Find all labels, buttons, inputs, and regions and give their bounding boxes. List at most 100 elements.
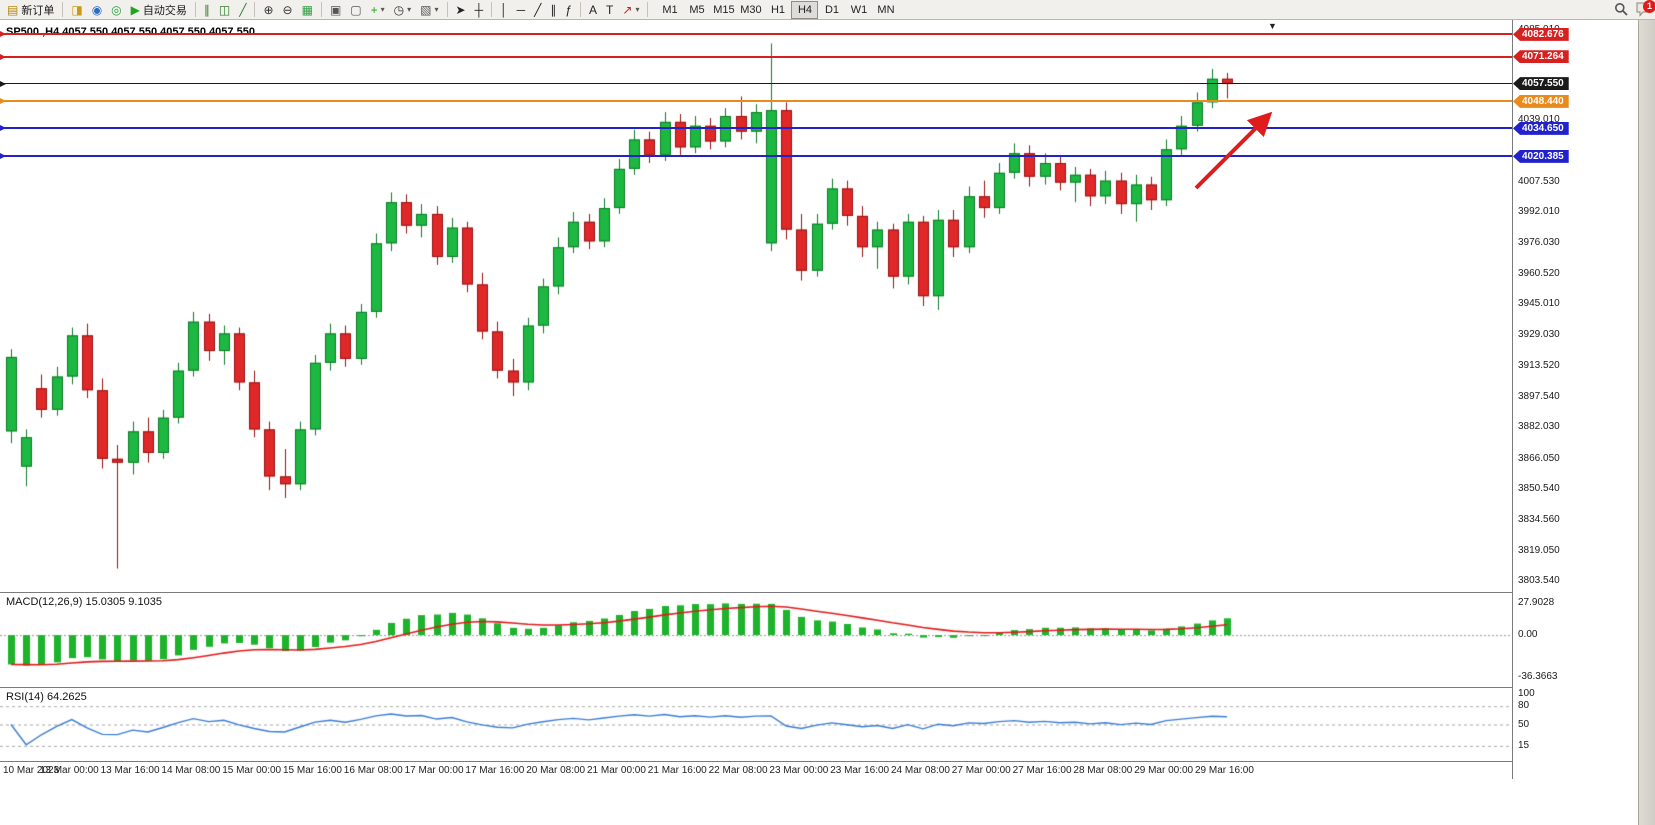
clock-icon: ◷: [393, 2, 405, 17]
notifications-button[interactable]: 1: [1635, 0, 1655, 19]
vertical-line-icon: │: [500, 2, 508, 17]
grid-icon: ▦: [301, 2, 313, 17]
time-axis-label: 13 Mar 00:00: [39, 765, 99, 776]
order-form-icon: ▤: [7, 2, 19, 17]
channel-button[interactable]: ∥: [546, 1, 560, 19]
price-axis[interactable]: 4082.676 4071.264 4057.550 4048.440 4034.650…: [1512, 20, 1639, 779]
zoom-out-button[interactable]: ⊖: [279, 1, 297, 19]
cascade-windows-icon: ▢: [350, 2, 362, 17]
line-chart-button[interactable]: ╱: [235, 1, 250, 19]
cursor-button[interactable]: ➤: [452, 1, 470, 19]
timeframe-h4-button[interactable]: H4: [791, 0, 819, 19]
search-button[interactable]: [1613, 1, 1629, 19]
autotrading-button[interactable]: ▶ 自动交易: [127, 1, 191, 19]
price-tick-label: 3929.030: [1518, 329, 1560, 341]
horizontal-line[interactable]: [0, 31, 1512, 38]
current-price-line[interactable]: [0, 81, 1512, 88]
toolbar-right: 1: [1613, 0, 1655, 19]
timeframe-w1-button[interactable]: W1: [845, 1, 872, 19]
chart-shift-marker-icon[interactable]: ▼: [1268, 21, 1277, 31]
navigator-button[interactable]: ◉: [88, 1, 106, 19]
time-axis-label: 21 Mar 00:00: [587, 765, 646, 776]
timeframe-m30-button[interactable]: M30: [737, 1, 764, 19]
button-label: 新订单: [21, 4, 55, 17]
new-order-button[interactable]: ▤ 新订单: [3, 1, 58, 19]
horizontal-line-icon: ─: [516, 2, 526, 17]
time-axis-label: 28 Mar 08:00: [1073, 765, 1133, 776]
time-axis-label: 22 Mar 08:00: [708, 765, 768, 776]
cursor-icon: ➤: [455, 2, 466, 17]
signals-button[interactable]: ◎: [107, 1, 125, 19]
time-axis-label: 23 Mar 00:00: [769, 765, 829, 776]
tile-windows-button[interactable]: ▣: [326, 1, 345, 19]
toolbar-separator: [254, 2, 256, 17]
toolbar-separator: [647, 2, 649, 17]
macd-indicator-canvas[interactable]: [0, 593, 1512, 687]
horizontal-line[interactable]: [0, 53, 1512, 60]
cascade-windows-button[interactable]: ▢: [346, 1, 365, 19]
navigator-icon: ◉: [91, 2, 103, 17]
bar-chart-button[interactable]: ∥: [200, 1, 214, 19]
time-axis-label: 14 Mar 08:00: [161, 765, 221, 776]
text-button[interactable]: A: [585, 1, 601, 19]
price-tick-label: 3882.030: [1518, 421, 1560, 433]
horizontal-line[interactable]: [0, 98, 1512, 105]
crosshair-button[interactable]: ┼: [471, 1, 488, 19]
price-tick-label: 3913.520: [1518, 359, 1560, 371]
indicators-button[interactable]: + ▾: [367, 1, 389, 19]
macd-axis-label: 27.9028: [1518, 597, 1555, 608]
candlestick-button[interactable]: ◫: [215, 1, 234, 19]
rsi-axis-label: 15: [1518, 739, 1530, 751]
grid-button[interactable]: ▦: [298, 1, 317, 19]
horizontal-line[interactable]: [0, 153, 1512, 160]
arrows-button[interactable]: ↗ ▾: [618, 1, 643, 19]
main-plot[interactable]: SP500 ,H4 4057.550 4057.550 4057.550 405…: [0, 20, 1512, 592]
price-tick-label: 4007.530: [1518, 175, 1560, 187]
price-line-badge: 4082.676: [1513, 27, 1569, 41]
timeframe-mn-button[interactable]: MN: [872, 1, 899, 19]
chart-title: SP500 ,H4 4057.550 4057.550 4057.550 405…: [6, 26, 255, 38]
periods-button[interactable]: ◷ ▾: [390, 1, 416, 19]
label-button[interactable]: T: [602, 1, 617, 19]
templates-button[interactable]: ▧ ▾: [416, 1, 442, 19]
rsi-panel[interactable]: RSI(14) 64.2625: [0, 687, 1512, 761]
time-axis-label: 27 Mar 00:00: [951, 765, 1011, 776]
time-axis-label: 20 Mar 08:00: [526, 765, 586, 776]
price-line-badge: 4071.264: [1513, 50, 1569, 64]
horizontal-line-button[interactable]: ─: [513, 1, 530, 19]
zoom-in-button[interactable]: ⊕: [259, 1, 277, 19]
candlestick-icon: ◫: [218, 2, 231, 17]
timeframe-m15-button[interactable]: M15: [710, 1, 737, 19]
timeframe-m5-button[interactable]: M5: [683, 1, 710, 19]
timeframe-m1-button[interactable]: M1: [656, 1, 683, 19]
rsi-indicator-canvas[interactable]: [0, 688, 1512, 761]
price-tick-label: 3992.010: [1518, 205, 1560, 217]
macd-panel[interactable]: MACD(12,26,9) 15.0305 9.1035: [0, 592, 1512, 687]
market-watch-button[interactable]: ◨: [67, 1, 86, 19]
timeframe-d1-button[interactable]: D1: [818, 1, 845, 19]
fibonacci-button[interactable]: ƒ: [561, 1, 576, 19]
macd-axis-label: -36.3663: [1518, 671, 1558, 682]
vertical-line-button[interactable]: │: [496, 1, 512, 19]
time-axis-label: 29 Mar 00:00: [1134, 765, 1194, 776]
arrow-tool-icon: ↗: [622, 2, 633, 17]
notification-badge: 1: [1643, 0, 1655, 13]
right-scrollbar[interactable]: [1638, 0, 1655, 825]
time-axis-label: 17 Mar 16:00: [465, 765, 525, 776]
search-icon: [1615, 3, 1628, 16]
rsi-axis-label: 50: [1518, 718, 1530, 730]
toolbar: ▤ 新订单 ◨ ◉ ◎ ▶ 自动交易 ∥ ◫ ╱ ⊕ ⊖ ▦ ▣ ▢ + ▾ ◷ ▾ ▧ ▾ ➤ ┼ │ ─ ╱ ∥ ƒ A T ↗ ▾ M1 M…: [0, 0, 1655, 20]
trendline-icon: ╱: [534, 2, 542, 17]
crosshair-icon: ┼: [474, 2, 484, 17]
rsi-axis-label: 100: [1518, 688, 1535, 699]
timeframe-group: M1 M5 M15 M30 H1 H4 D1 W1 MN: [656, 0, 899, 19]
time-axis-label: 23 Mar 16:00: [830, 765, 890, 776]
time-axis-label: 24 Mar 08:00: [891, 765, 950, 776]
timeframe-h1-button[interactable]: H1: [764, 1, 791, 19]
horizontal-line[interactable]: [0, 125, 1512, 132]
price-tick-label: 3976.030: [1518, 237, 1560, 249]
trendline-button[interactable]: ╱: [530, 1, 545, 19]
candlestick-canvas[interactable]: [0, 20, 1512, 592]
time-axis-label: 15 Mar 00:00: [222, 765, 282, 776]
time-axis[interactable]: 10 Mar 2023 13 Mar 00:00 13 Mar 16:00 14 Ma…: [0, 761, 1512, 779]
